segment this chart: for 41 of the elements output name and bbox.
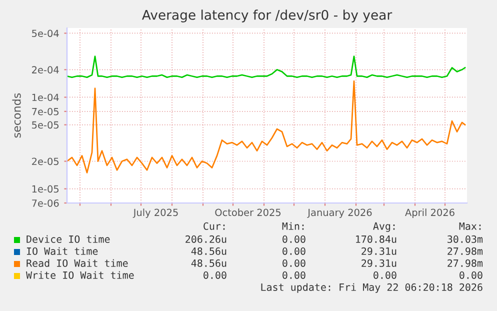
text: 0.00 (282, 271, 306, 279)
text: Last update: Fri May 22 06:20:18 2026 (261, 283, 482, 293)
y-axis-title: seconds (12, 93, 21, 138)
y-tick-label: 1e-04 (32, 94, 59, 102)
text: 29.31u (362, 247, 396, 255)
x-tick-label: October 2025 (215, 208, 281, 216)
text: 0.00 (204, 271, 226, 279)
text: Min: (282, 222, 304, 230)
x-tick-label: April 2026 (405, 208, 454, 218)
text: 206.26u (186, 235, 226, 243)
line-series (67, 56, 466, 78)
text: 0.00 (282, 259, 306, 267)
x-tick-label: January 2026 (307, 208, 372, 218)
text: 170.84u (356, 235, 396, 243)
y-tick-label: 5e-04 (32, 30, 59, 38)
chart-title: Average latency for /dev/sr0 - by year (142, 10, 392, 22)
legend-label: Read IO Wait time (26, 259, 128, 267)
text: Max: (459, 222, 481, 230)
y-tick-label: 7e-05 (32, 108, 59, 116)
text: 30.03m (448, 235, 483, 243)
x-tick-label: July 2025 (132, 208, 178, 218)
text: 29.31u (362, 259, 396, 267)
y-tick-label: 7e-06 (32, 199, 59, 207)
y-tick-label: 2e-04 (32, 66, 59, 74)
text: 48.56u (191, 259, 226, 267)
y-tick-label: 5e-05 (32, 121, 59, 129)
text: 0.00 (374, 271, 396, 279)
text: 48.56u (191, 247, 226, 255)
y-tick-label: 2e-05 (32, 158, 59, 166)
y-tick-label: 1e-05 (32, 185, 59, 193)
text: Avg: (373, 222, 395, 232)
legend-label: Write IO Wait time (26, 271, 134, 279)
text: 27.98m (448, 259, 483, 267)
text: 27.98m (448, 247, 483, 255)
text: 0.00 (460, 271, 482, 279)
legend-label: IO Wait time (26, 247, 98, 255)
text: 0.00 (282, 235, 306, 243)
text: 0.00 (282, 247, 306, 255)
legend-label: Device IO time (26, 235, 110, 243)
line-series (67, 80, 466, 174)
text: Cur: (204, 222, 225, 230)
